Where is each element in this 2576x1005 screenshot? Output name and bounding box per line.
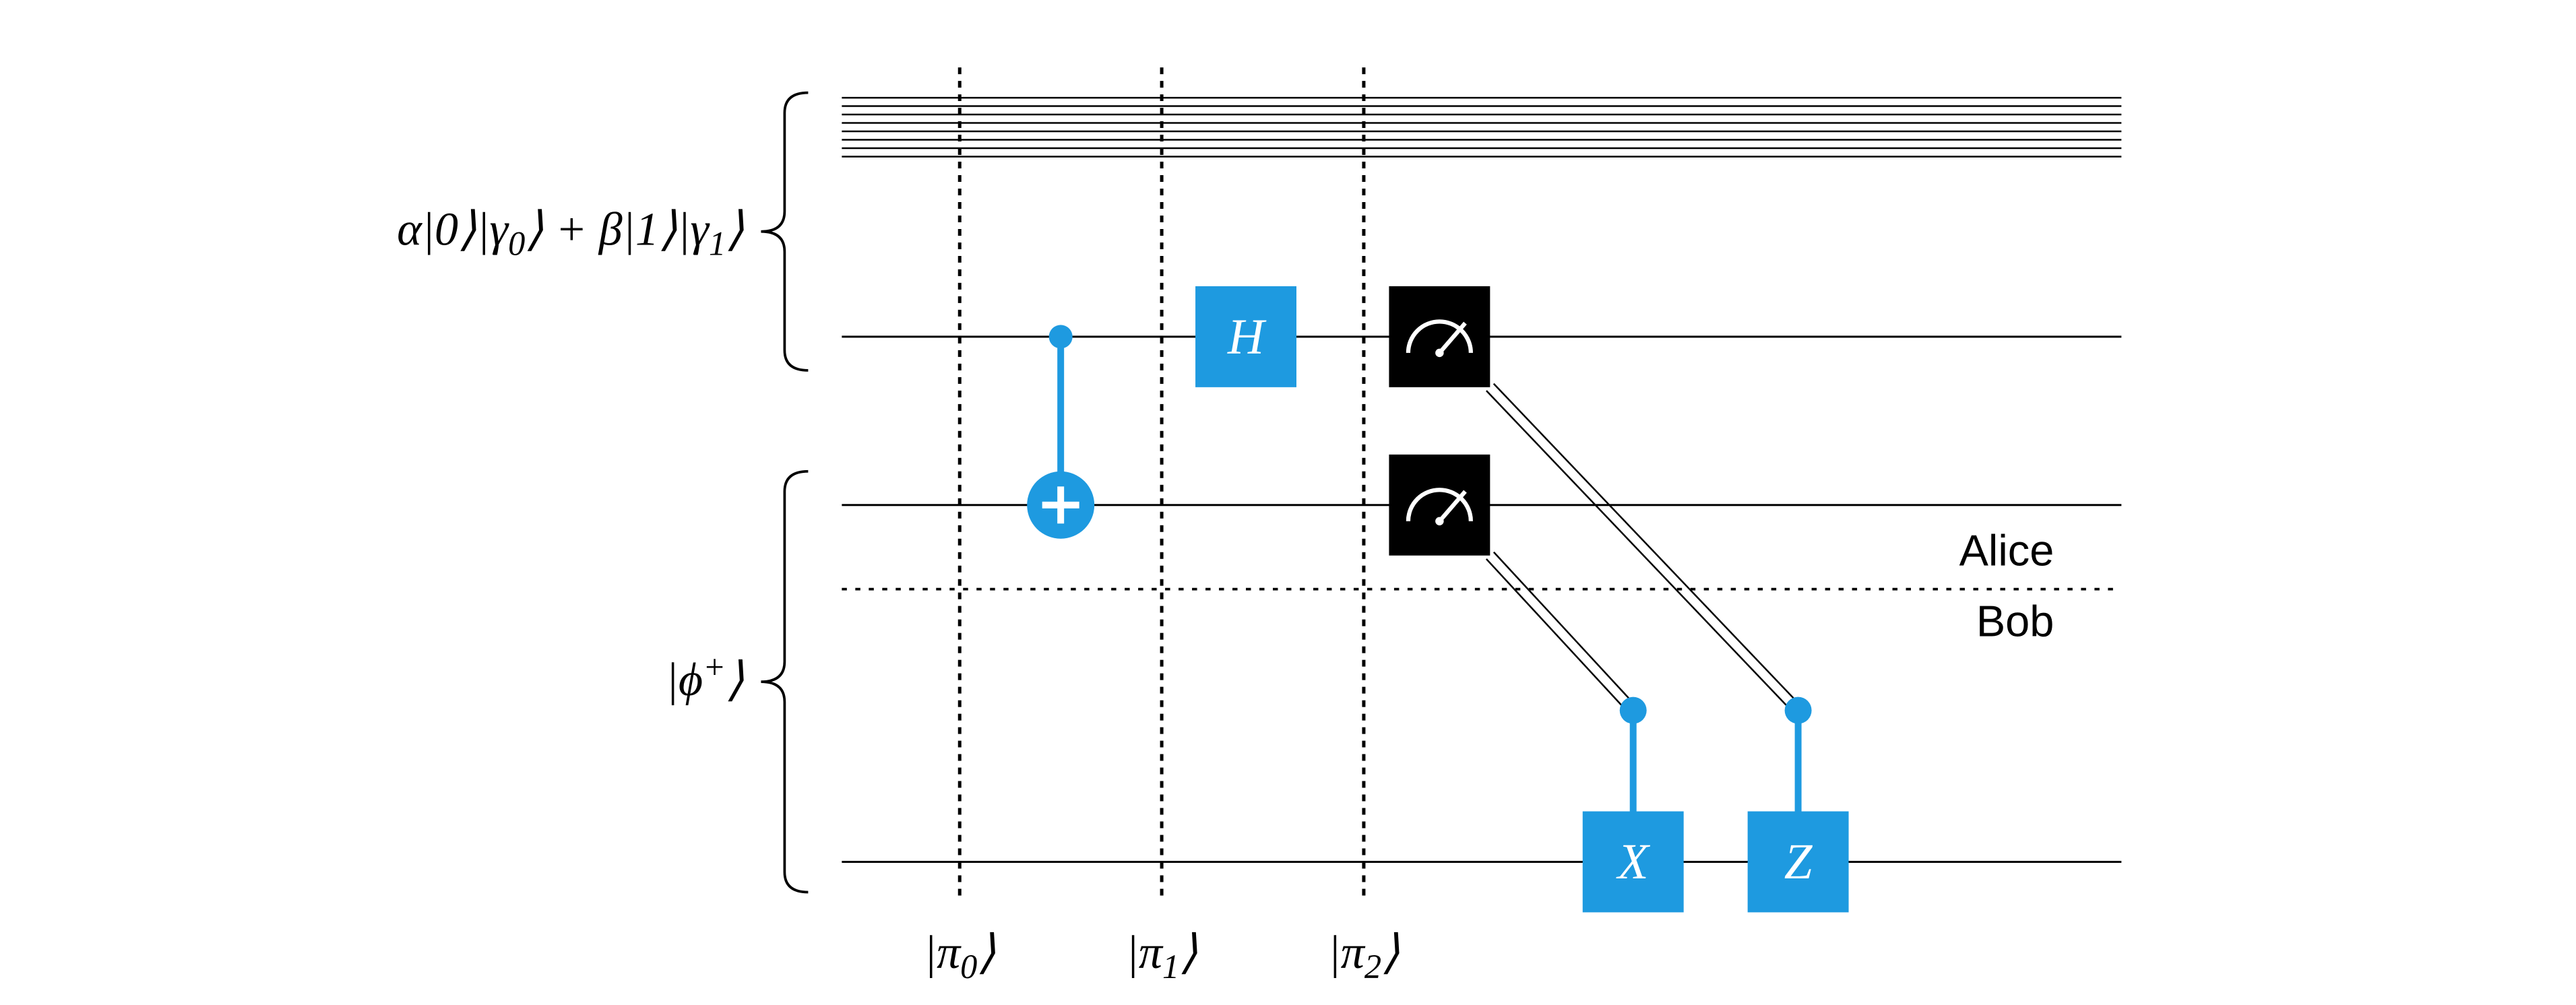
classical-wire-x [1486, 552, 1647, 812]
time-slice-label-1: |π1⟩ [1126, 927, 1198, 985]
z-gate: Z [1748, 812, 1849, 913]
bob-label: Bob [1976, 597, 2054, 646]
measurement-1 [1389, 286, 1490, 387]
time-slice-label-0: |π0⟩ [924, 927, 996, 985]
svg-text:Z: Z [1784, 834, 1813, 890]
environment-wire-bundle [842, 98, 2121, 156]
alice-label: Alice [1959, 526, 2054, 575]
svg-text:H: H [1227, 309, 1267, 364]
bell-brace [761, 472, 808, 893]
hadamard-gate: H [1195, 286, 1296, 387]
bell-state-label: |ϕ+⟩ [666, 648, 745, 706]
cnot-control-dot [1049, 325, 1073, 348]
measurement-2 [1389, 455, 1490, 556]
time-slice-label-2: |π2⟩ [1328, 927, 1400, 985]
quantum-circuit-diagram: H X Zα|0⟩|γ0⟩ + β|1⟩|γ1⟩ |ϕ+⟩ |π0⟩ |π1⟩ |π2⟩ Al… [0, 0, 2576, 1005]
x-gate: X [1583, 812, 1684, 913]
svg-text:X: X [1616, 834, 1651, 890]
input-state-label: α|0⟩|γ0⟩ + β|1⟩|γ1⟩ [397, 204, 744, 263]
input-brace [761, 93, 808, 370]
cnot-gate [1027, 325, 1094, 538]
